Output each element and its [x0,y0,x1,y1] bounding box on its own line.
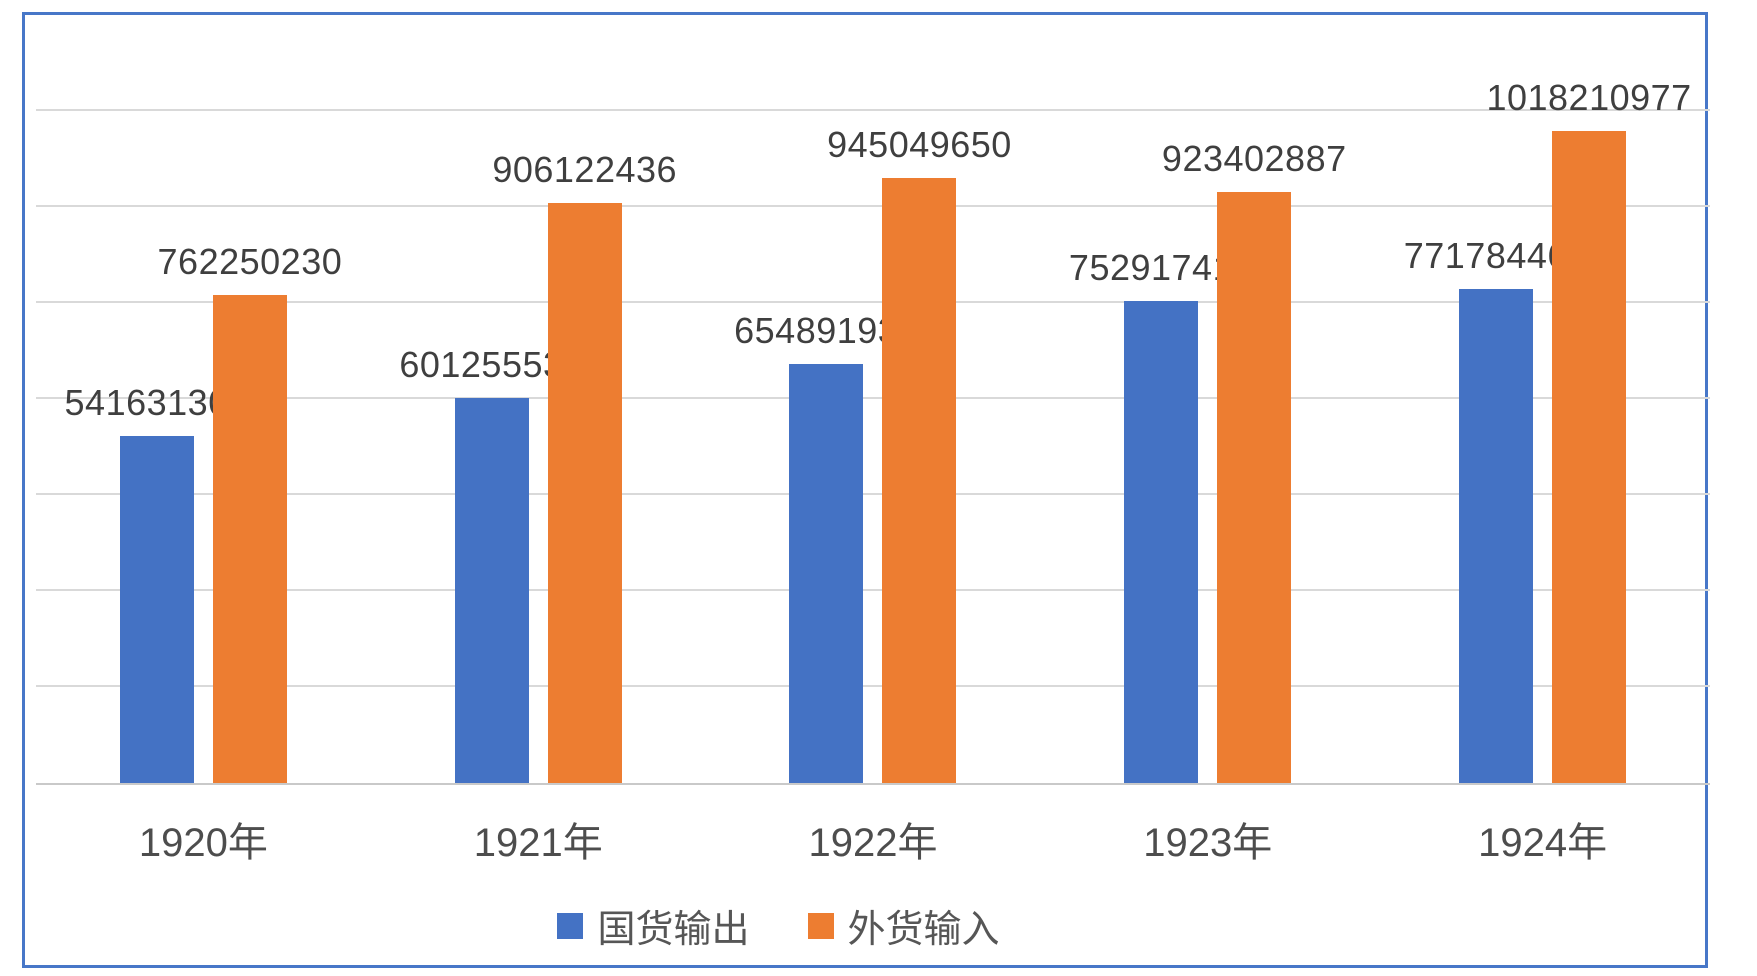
x-axis-label: 1922年 [808,821,938,865]
gridline [36,685,1710,687]
bar-value-label: 945049650 [827,124,1012,165]
bar-group: 752917416 923402887 [1040,15,1375,783]
x-axis: 1920年 1921年 1922年 1923年 1924年 [36,810,1710,868]
legend-label: 国货输出 [597,909,750,951]
gridline [36,589,1710,591]
gridline [36,493,1710,495]
gridline [36,205,1710,207]
x-axis-label: 1920年 [138,821,268,865]
bar-foreign-import-1920: 762250230 [158,241,342,783]
legend-swatch-orange-icon [807,912,834,939]
legend-item-foreign-import: 外货输入 [807,898,1000,953]
x-axis-label: 1924年 [1478,821,1608,865]
plot-groups: 541631300 762250230 601255537 906122436 6548… [36,15,1710,783]
legend-label: 外货输入 [847,909,1000,951]
bar-foreign-import-1923: 923402887 [1162,138,1346,783]
legend: 国货输出 外货输入 [0,898,1657,953]
bar-foreign-import-1924: 1018210977 [1486,77,1691,783]
bar-foreign-import-1921: 906122436 [492,149,677,783]
chart-border-frame [22,12,1708,968]
bar-value-label: 923402887 [1161,138,1347,179]
bar-group: 541631300 762250230 [36,15,371,783]
gridline [36,397,1710,399]
bar-value-label: 762250230 [157,241,343,282]
legend-swatch-blue-icon [557,912,584,939]
gridline [36,109,1710,111]
bar-foreign-import-1922: 945049650 [827,124,1011,783]
bar-group: 654891933 945049650 [706,15,1041,783]
gridline [36,301,1710,303]
bar-domestic-export-1924: 771784468 [1404,235,1588,783]
bar-domestic-export-1920: 541631300 [65,382,249,783]
bar-value-label: 906122436 [492,149,678,190]
plot-area: 541631300 762250230 601255537 906122436 6548… [36,15,1710,785]
bar-group: 771784468 1018210977 [1375,15,1710,783]
bar-domestic-export-1922: 654891933 [734,310,918,783]
bar-value-label: 1018210977 [1486,77,1692,118]
bar-domestic-export-1921: 601255537 [399,344,584,783]
x-axis-label: 1923年 [1143,821,1273,865]
bar-domestic-export-1923: 752917416 [1069,247,1253,783]
legend-item-domestic-export: 国货输出 [557,898,750,953]
bar-group: 601255537 906122436 [371,15,706,783]
x-axis-label: 1921年 [473,821,603,865]
